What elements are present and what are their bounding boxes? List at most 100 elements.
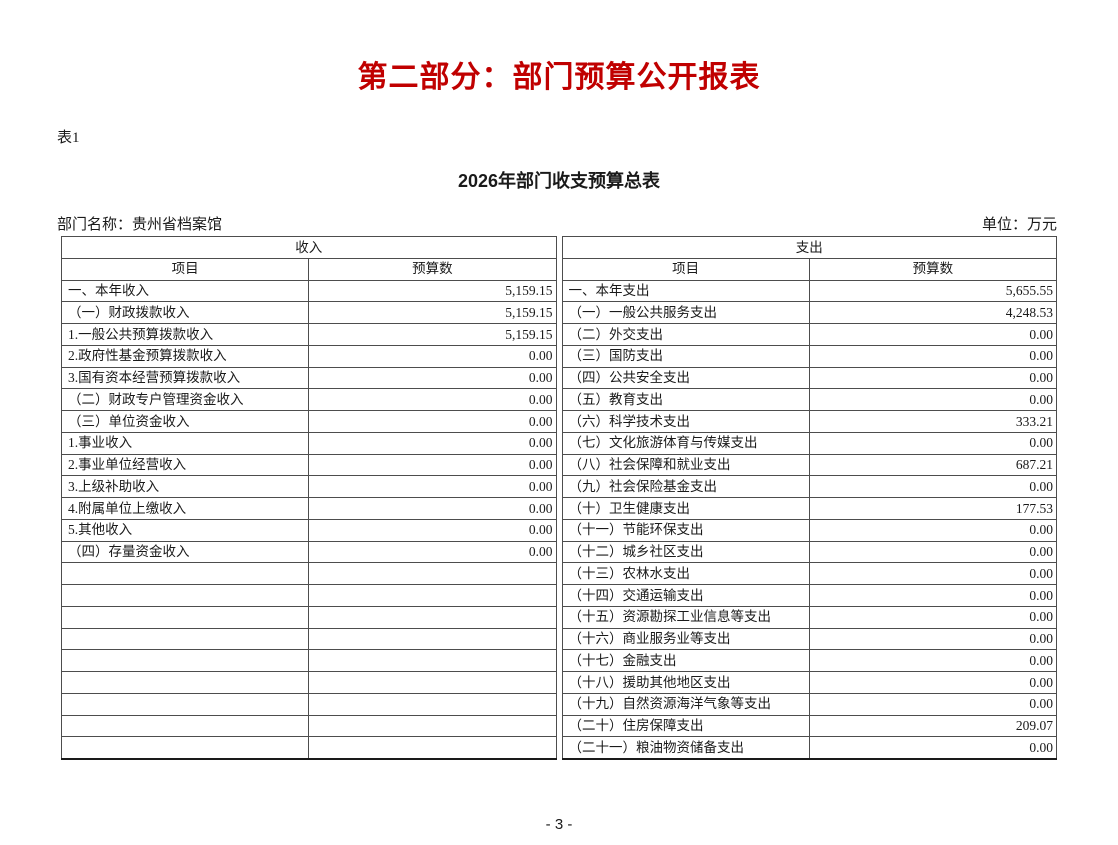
item-cell: 1.事业收入 (60, 431, 310, 455)
value-cell (308, 736, 557, 759)
value-cell: 177.53 (808, 497, 1058, 520)
item-cell: （十八）援助其他地区支出 (561, 671, 810, 694)
value-cell: 5,159.15 (308, 323, 557, 346)
value-cell: 0.00 (808, 649, 1058, 672)
table-row: （十九）自然资源海洋气象等支出 0.00 (561, 692, 1058, 716)
table-row: （五）教育支出 0.00 (561, 388, 1058, 411)
table-number-label: 表1 (57, 130, 80, 146)
table-row (60, 627, 557, 651)
table-row: （一）财政拨款收入 5,159.15 (60, 301, 557, 324)
table-row: 5.其他收入 0.00 (60, 518, 557, 542)
item-cell: 2.事业单位经营收入 (60, 453, 310, 477)
value-cell (308, 584, 557, 607)
item-cell: （十一）节能环保支出 (561, 518, 810, 542)
income-column-header-row: 项目 预算数 (60, 257, 557, 281)
table-row: （十七）金融支出 0.00 (561, 649, 1058, 672)
value-cell: 687.21 (808, 453, 1058, 477)
item-cell (60, 736, 310, 759)
item-cell: 5.其他收入 (60, 518, 310, 542)
item-cell: （十二）城乡社区支出 (561, 540, 810, 564)
item-cell: （六）科学技术支出 (561, 410, 810, 433)
value-cell: 0.00 (308, 518, 557, 542)
table-row: （七）文化旅游体育与传媒支出 0.00 (561, 431, 1058, 455)
table-row (60, 714, 557, 738)
unit-label: 单位：万元 (981, 217, 1057, 233)
table-row: （十一）节能环保支出 0.00 (561, 518, 1058, 542)
income-item-column-header: 项目 (60, 257, 310, 281)
value-cell: 0.00 (808, 518, 1058, 542)
item-cell: （五）教育支出 (561, 388, 810, 411)
item-cell (60, 562, 310, 585)
item-cell: 4.附属单位上缴收入 (60, 497, 310, 520)
value-cell (308, 692, 557, 716)
item-cell: （四）公共安全支出 (561, 366, 810, 390)
value-cell: 0.00 (308, 344, 557, 368)
value-cell (308, 627, 557, 651)
value-cell: 0.00 (308, 366, 557, 390)
table-row: （三）单位资金收入 0.00 (60, 410, 557, 433)
table-row: 3.上级补助收入 0.00 (60, 475, 557, 498)
table-row: （四）存量资金收入 0.00 (60, 540, 557, 564)
value-cell: 0.00 (308, 540, 557, 564)
value-cell: 0.00 (308, 388, 557, 411)
value-cell: 333.21 (808, 410, 1058, 433)
item-cell: 1.一般公共预算拨款收入 (60, 323, 310, 346)
department-name-label: 部门名称：贵州省档案馆 (57, 217, 223, 233)
value-cell (308, 649, 557, 672)
item-cell: （四）存量资金收入 (60, 540, 310, 564)
value-cell: 0.00 (808, 736, 1058, 759)
item-cell: （十四）交通运输支出 (561, 584, 810, 607)
table-row: （十五）资源勘探工业信息等支出 0.00 (561, 605, 1058, 629)
page-title: 第二部分：部门预算公开报表 (357, 61, 761, 94)
value-cell: 0.00 (308, 475, 557, 498)
item-cell: （二十一）粮油物资储备支出 (561, 736, 810, 759)
value-cell (308, 562, 557, 585)
table-row: （二）财政专户管理资金收入 0.00 (60, 388, 557, 411)
income-section-header-row: 收入 (61, 236, 557, 259)
expense-section-header: 支出 (561, 236, 1057, 259)
value-cell: 0.00 (808, 431, 1058, 455)
table-title: 2026年部门收支预算总表 (457, 171, 661, 191)
table-row: 一、本年收入 5,159.15 (60, 279, 557, 303)
item-cell (60, 671, 310, 694)
table-row: 3.国有资本经营预算拨款收入 0.00 (60, 366, 557, 390)
table-row (60, 692, 557, 716)
item-cell (60, 692, 310, 716)
value-cell: 0.00 (808, 475, 1058, 498)
table-row (60, 562, 557, 585)
table-row: （十）卫生健康支出 177.53 (561, 497, 1058, 520)
value-cell: 0.00 (808, 540, 1058, 564)
table-row: 2.政府性基金预算拨款收入 0.00 (60, 344, 557, 368)
table-row: 2.事业单位经营收入 0.00 (60, 453, 557, 477)
value-cell: 0.00 (808, 562, 1058, 585)
item-cell: 3.国有资本经营预算拨款收入 (60, 366, 310, 390)
table-row: 1.事业收入 0.00 (60, 431, 557, 455)
table-row (60, 605, 557, 629)
expense-table: 支出 项目 预算数 一、本年支出 5,655.55 （一）一般公共服务支出 4,248… (561, 236, 1058, 760)
value-cell: 0.00 (808, 605, 1058, 629)
expense-item-column-header: 项目 (561, 257, 810, 281)
expense-section-header-row: 支出 (561, 236, 1057, 259)
table-row (60, 736, 557, 759)
item-cell: （一）一般公共服务支出 (561, 301, 810, 324)
item-cell: （十九）自然资源海洋气象等支出 (561, 692, 810, 716)
value-cell: 0.00 (808, 584, 1058, 607)
table-row (60, 649, 557, 672)
item-cell: （二）外交支出 (561, 323, 810, 346)
table-row: （十三）农林水支出 0.00 (561, 562, 1058, 585)
table-row: 一、本年支出 5,655.55 (561, 279, 1058, 303)
item-cell: （一）财政拨款收入 (60, 301, 310, 324)
table-row: （八）社会保障和就业支出 687.21 (561, 453, 1058, 477)
table-row: （一）一般公共服务支出 4,248.53 (561, 301, 1058, 324)
item-cell: 2.政府性基金预算拨款收入 (60, 344, 310, 368)
income-section-header: 收入 (61, 236, 557, 259)
table-meta-row: 部门名称：贵州省档案馆 单位：万元 (57, 213, 1057, 234)
value-cell: 0.00 (808, 388, 1058, 411)
value-cell: 0.00 (308, 453, 557, 477)
value-cell: 5,655.55 (808, 279, 1058, 303)
table-row: 1.一般公共预算拨款收入 5,159.15 (60, 323, 557, 346)
value-cell: 5,159.15 (308, 301, 557, 324)
value-cell (308, 671, 557, 694)
expense-column-header-row: 项目 预算数 (561, 257, 1058, 281)
item-cell (60, 649, 310, 672)
